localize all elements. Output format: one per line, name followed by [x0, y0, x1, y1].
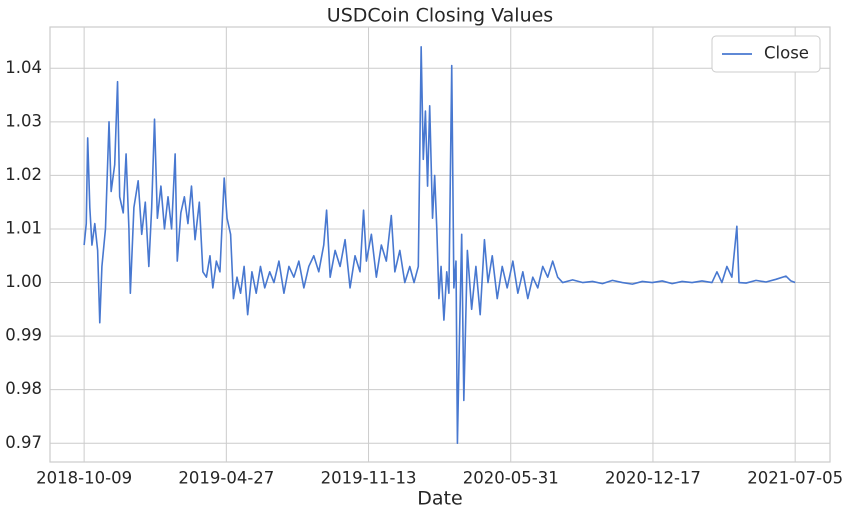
y-tick-label: 1.01 — [5, 218, 42, 237]
y-tick-label: 1.00 — [5, 272, 42, 291]
x-tick-label: 2019-11-13 — [321, 469, 417, 488]
y-tick-label: 1.02 — [5, 165, 42, 184]
x-tick-label: 2020-12-17 — [605, 469, 701, 488]
x-tick-label: 2018-10-09 — [36, 469, 132, 488]
x-tick-label: 2021-07-05 — [747, 469, 842, 488]
legend-box — [711, 35, 821, 73]
x-axis-label: Date — [417, 488, 462, 510]
y-tick-label: 0.97 — [5, 433, 42, 452]
plot-frame — [49, 26, 831, 463]
y-tick-label: 1.03 — [5, 111, 42, 130]
line-series — [83, 46, 796, 445]
y-tick-label: 0.99 — [5, 326, 42, 345]
chart-title: USDCoin Closing Values — [327, 5, 553, 27]
y-tick-label: 0.98 — [5, 379, 42, 398]
legend-label: Close — [764, 44, 809, 63]
x-tick-label: 2020-05-31 — [463, 469, 559, 488]
x-tick-label: 2019-04-27 — [178, 469, 274, 488]
legend: Close — [711, 35, 821, 73]
y-tick-label: 1.04 — [5, 58, 42, 77]
